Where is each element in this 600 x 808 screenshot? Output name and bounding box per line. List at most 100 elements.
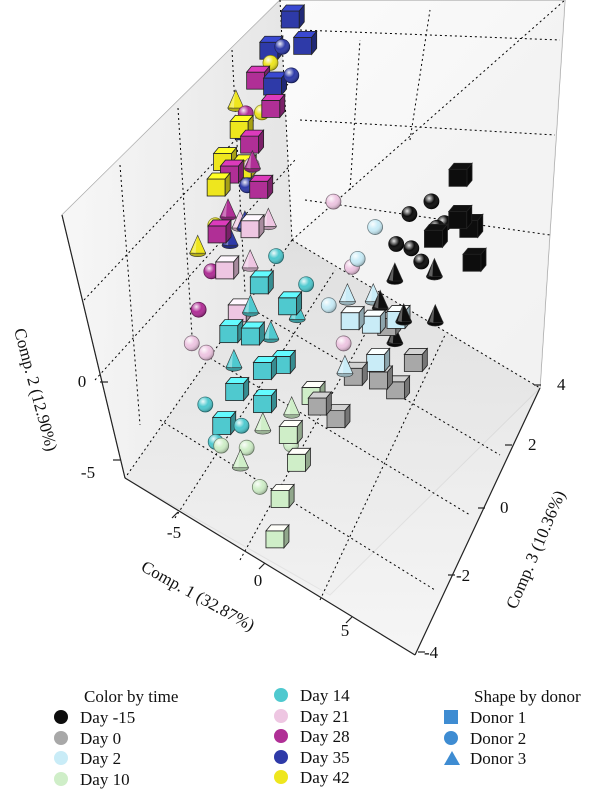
axis-line: [414, 387, 541, 656]
data-point-triangle: [254, 411, 272, 435]
legend-item-day-10: Day 10: [54, 770, 178, 791]
data-point-circle: [388, 236, 405, 252]
data-point-triangle: [242, 294, 259, 317]
data-point-square: [262, 70, 288, 97]
tick-labels: 0 -5 -5 0 5 4 2 0 -2 -4: [78, 372, 566, 662]
data-point-square: [307, 390, 333, 417]
data-point-square: [292, 30, 318, 56]
plot-canvas: 0 -5 -5 0 5 4 2 0 -2 -4 Comp. 2 (12.90%)…: [10, 0, 569, 662]
data-point-circle: [320, 297, 337, 314]
x-tick-label-0: 0: [254, 571, 263, 590]
axis-line: [61, 214, 126, 479]
legend-label: Day 10: [80, 769, 130, 789]
data-point-circle: [213, 437, 230, 454]
legend-label: Day 42: [300, 768, 350, 787]
axis-line: [124, 477, 416, 656]
data-point-square: [448, 162, 473, 188]
data-point-square: [218, 318, 244, 344]
data-point-circle: [268, 248, 285, 265]
legend-item-donor-2: Donor 2: [444, 729, 581, 750]
legend: Color by time Day -15 Day 0 Day 2 Day 10…: [0, 680, 600, 808]
legend-item-day-42: Day 42: [274, 768, 350, 789]
data-point-square: [207, 218, 232, 245]
data-point-circle: [183, 335, 200, 352]
grid-lines: [83, 0, 566, 601]
data-point-circle: [274, 38, 291, 55]
data-point-circle: [197, 396, 214, 413]
data-point-square: [286, 447, 312, 473]
data-point-square: [260, 93, 286, 119]
data-point-circle: [423, 193, 440, 210]
floor-pane: [125, 240, 540, 655]
data-point-triangle: [338, 282, 356, 306]
grid-line: [177, 107, 194, 353]
legend-item-day-minus15: Day -15: [54, 708, 178, 729]
data-point-square: [361, 309, 387, 335]
data-point-square: [206, 171, 232, 198]
data-point-circle: [335, 335, 352, 352]
grid-line: [319, 334, 446, 601]
grid-line: [159, 419, 436, 591]
legend-label: Day 2: [80, 749, 122, 768]
data-point-square: [423, 223, 449, 249]
legend-swatch: [274, 688, 288, 702]
axis-panes: [61, 0, 566, 655]
data-point-triangle: [426, 303, 444, 327]
z-tick-label-minus4: -4: [424, 643, 439, 662]
data-point-square: [340, 305, 366, 331]
data-point-square: [447, 204, 473, 230]
data-point-triangle: [395, 302, 413, 326]
grid-line: [244, 304, 501, 456]
z-tick-label-4: 4: [557, 375, 566, 394]
data-point-triangle: [243, 149, 261, 173]
triangle-icon: [444, 751, 460, 765]
legend-item-day-14: Day 14: [274, 686, 350, 707]
grid-line: [119, 164, 141, 426]
tick-mark: [258, 562, 266, 570]
legend-label: Day 35: [300, 747, 350, 767]
legend-label: Donor 3: [470, 749, 527, 768]
data-point-circle: [298, 276, 315, 293]
legend-swatch: [54, 730, 68, 745]
grid-line: [349, 39, 361, 191]
data-point-square: [265, 523, 290, 549]
data-point-square: [280, 3, 306, 30]
data-point-square: [248, 174, 274, 200]
legend-item-day-2: Day 2: [54, 749, 178, 770]
color-legend: Color by time Day -15 Day 0 Day 2 Day 10: [54, 686, 179, 790]
data-point-circle: [233, 417, 250, 434]
data-point-square: [326, 403, 351, 429]
data-point-triangle: [241, 249, 259, 272]
grid-line: [291, 239, 541, 389]
data-point-circle: [325, 193, 342, 210]
color-legend-title: Color by time: [84, 687, 179, 706]
legend-item-donor-3: Donor 3: [444, 749, 581, 770]
circle-icon: [444, 730, 458, 745]
legend-swatch: [274, 749, 288, 764]
color-legend-continued: Day 14 Day 21 Day 28 Day 35 Day 42: [274, 686, 350, 789]
data-point-circle: [413, 253, 430, 270]
tick-marks: [100, 381, 541, 653]
axis-lines: [61, 214, 541, 656]
data-point-triangle: [336, 354, 354, 378]
data-point-circle: [238, 439, 255, 456]
square-icon: [444, 710, 458, 724]
x-tick-label-minus5: -5: [167, 523, 181, 542]
data-point-triangle: [231, 448, 249, 472]
legend-swatch: [274, 708, 288, 723]
grid-line: [409, 9, 431, 141]
legend-item-day-21: Day 21: [274, 707, 350, 728]
data-point-square: [240, 320, 266, 347]
legend-swatch: [274, 770, 288, 784]
legend-label: Day 28: [300, 727, 350, 746]
tick-mark: [345, 616, 353, 624]
legend-swatch: [54, 710, 68, 724]
y-tick-label-0: 0: [78, 372, 87, 391]
data-point-square: [277, 290, 303, 316]
data-point-circle: [349, 250, 366, 267]
data-points: [183, 3, 487, 549]
data-point-square: [343, 361, 369, 387]
data-point-square: [270, 483, 295, 509]
data-point-square: [252, 388, 278, 414]
legend-label: Day -15: [80, 708, 136, 727]
